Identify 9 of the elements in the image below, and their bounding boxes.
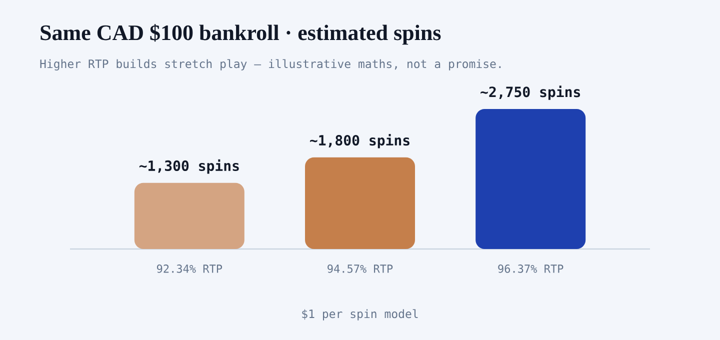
data-label: ~1,800 spins	[310, 134, 410, 148]
x-tick-label: 96.37% RTP	[498, 264, 564, 273]
x-tick-label: 92.34% RTP	[156, 264, 222, 273]
x-tick-label: 94.57% RTP	[328, 264, 393, 273]
chart-subtitle: Higher RTP builds stretch play — illustrative maths, not a promise.	[40, 59, 501, 70]
data-label: ~2,750 spins	[480, 86, 580, 100]
chart-title: Same CAD $100 bankroll · estimated spins	[40, 24, 441, 45]
text: $1 per spin model	[302, 309, 418, 320]
data-label: ~1,300 spins	[139, 159, 239, 174]
